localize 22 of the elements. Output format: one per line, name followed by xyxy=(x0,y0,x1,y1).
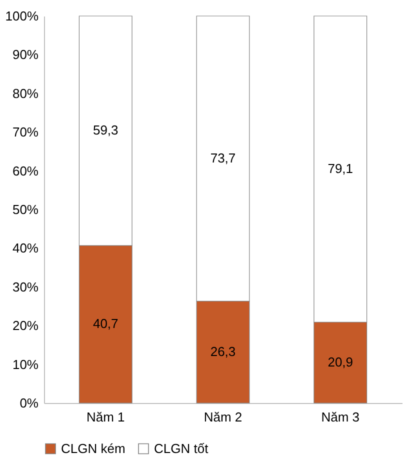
data-label: 59,3 xyxy=(92,122,118,138)
y-tick-label: 10% xyxy=(12,356,39,372)
y-tick-label: 60% xyxy=(12,163,39,178)
data-label: 73,7 xyxy=(210,150,236,166)
y-tick-label: 40% xyxy=(12,240,39,256)
y-tick-label: 0% xyxy=(20,396,39,410)
y-tick-label: 100% xyxy=(5,8,39,24)
legend-label: CLGN tốt xyxy=(154,440,209,456)
y-tick-label: 70% xyxy=(12,124,39,140)
x-tick-label: Năm 3 xyxy=(321,410,360,424)
y-tick-label: 30% xyxy=(12,279,39,294)
x-tick-label: Năm 1 xyxy=(86,410,125,424)
data-label: 79,1 xyxy=(328,161,354,176)
x-tick-label: Năm 2 xyxy=(204,410,242,424)
data-label: 40,7 xyxy=(92,316,118,332)
y-tick-label: 80% xyxy=(12,86,39,101)
y-tick-label: 90% xyxy=(12,47,39,62)
data-label: 20,9 xyxy=(328,354,354,370)
legend-label: CLGN kém xyxy=(61,440,126,456)
data-label: 26,3 xyxy=(210,344,236,360)
y-tick-label: 20% xyxy=(12,318,39,334)
y-tick-label: 50% xyxy=(12,202,39,217)
